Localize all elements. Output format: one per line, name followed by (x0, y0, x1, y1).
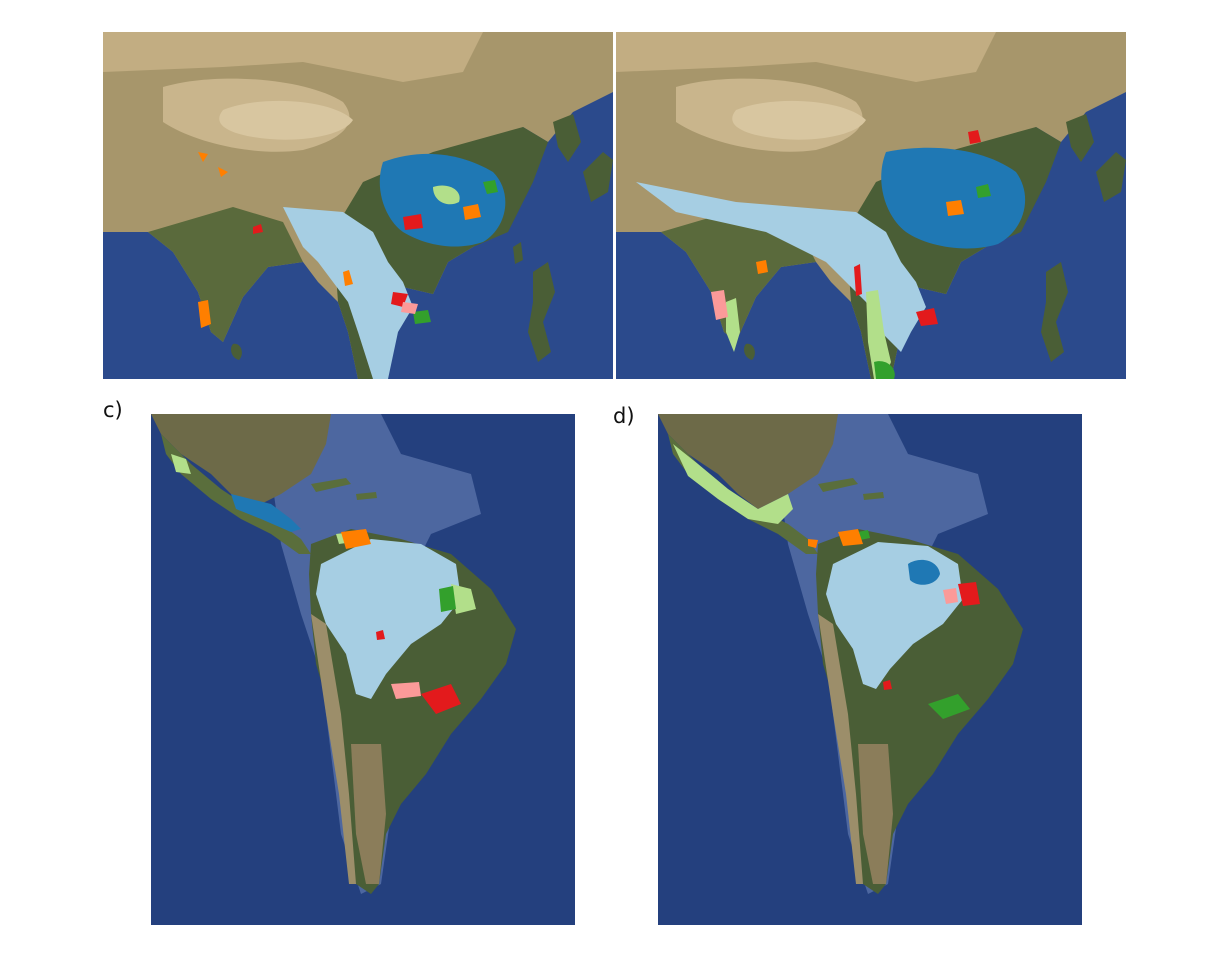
class-dark-blue (231, 494, 301, 532)
sri-lanka (231, 343, 242, 360)
class-light-green (673, 444, 793, 524)
caribbean-islands (311, 478, 377, 500)
philippines (1041, 262, 1068, 362)
class-red (253, 214, 423, 307)
class-pink (391, 682, 421, 699)
north-america-land (151, 414, 331, 509)
mexico-central-america (668, 434, 818, 554)
class-orange (808, 529, 863, 548)
andes (311, 614, 356, 884)
class-pink (711, 290, 728, 320)
class-light-blue (636, 182, 926, 352)
india-forest (148, 207, 303, 342)
map-panel-a-asia (103, 32, 613, 379)
map-panel-b-asia (616, 32, 1126, 379)
class-green (858, 530, 970, 719)
himalaya-bits (198, 152, 228, 177)
patagonia-dry (858, 744, 893, 884)
class-light-green (726, 290, 891, 379)
taklamakan-desert (732, 100, 866, 140)
taiwan (513, 242, 523, 264)
asia-map-a (103, 32, 613, 379)
taklamakan-desert (219, 100, 353, 140)
patagonia-dry (351, 744, 386, 884)
panel-label-c: c) (103, 398, 123, 422)
class-dark-blue (881, 147, 1026, 249)
panel-label-d: d) (613, 404, 635, 428)
north-desert (616, 32, 996, 82)
class-red (883, 582, 980, 690)
japan-korea (1066, 114, 1126, 202)
class-light-blue (283, 207, 413, 379)
class-pink (401, 302, 418, 314)
asia-map-b (616, 32, 1126, 379)
class-light-green (433, 185, 460, 205)
andes (818, 614, 863, 884)
philippines (528, 262, 555, 362)
north-america-land (658, 414, 838, 509)
class-red (376, 630, 461, 714)
sri-lanka (744, 343, 755, 360)
caribbean-islands (818, 478, 884, 500)
class-dark-blue (908, 559, 940, 585)
americas-map-c (151, 414, 575, 925)
americas-map-d (658, 414, 1082, 925)
class-green (439, 586, 456, 612)
map-panel-d-americas (658, 414, 1082, 925)
map-panel-c-americas (151, 414, 575, 925)
class-pink (943, 588, 958, 604)
india-forest (661, 207, 816, 342)
class-light-blue (316, 539, 461, 699)
north-desert (103, 32, 483, 82)
class-orange (341, 529, 371, 549)
japan-korea (553, 114, 613, 202)
